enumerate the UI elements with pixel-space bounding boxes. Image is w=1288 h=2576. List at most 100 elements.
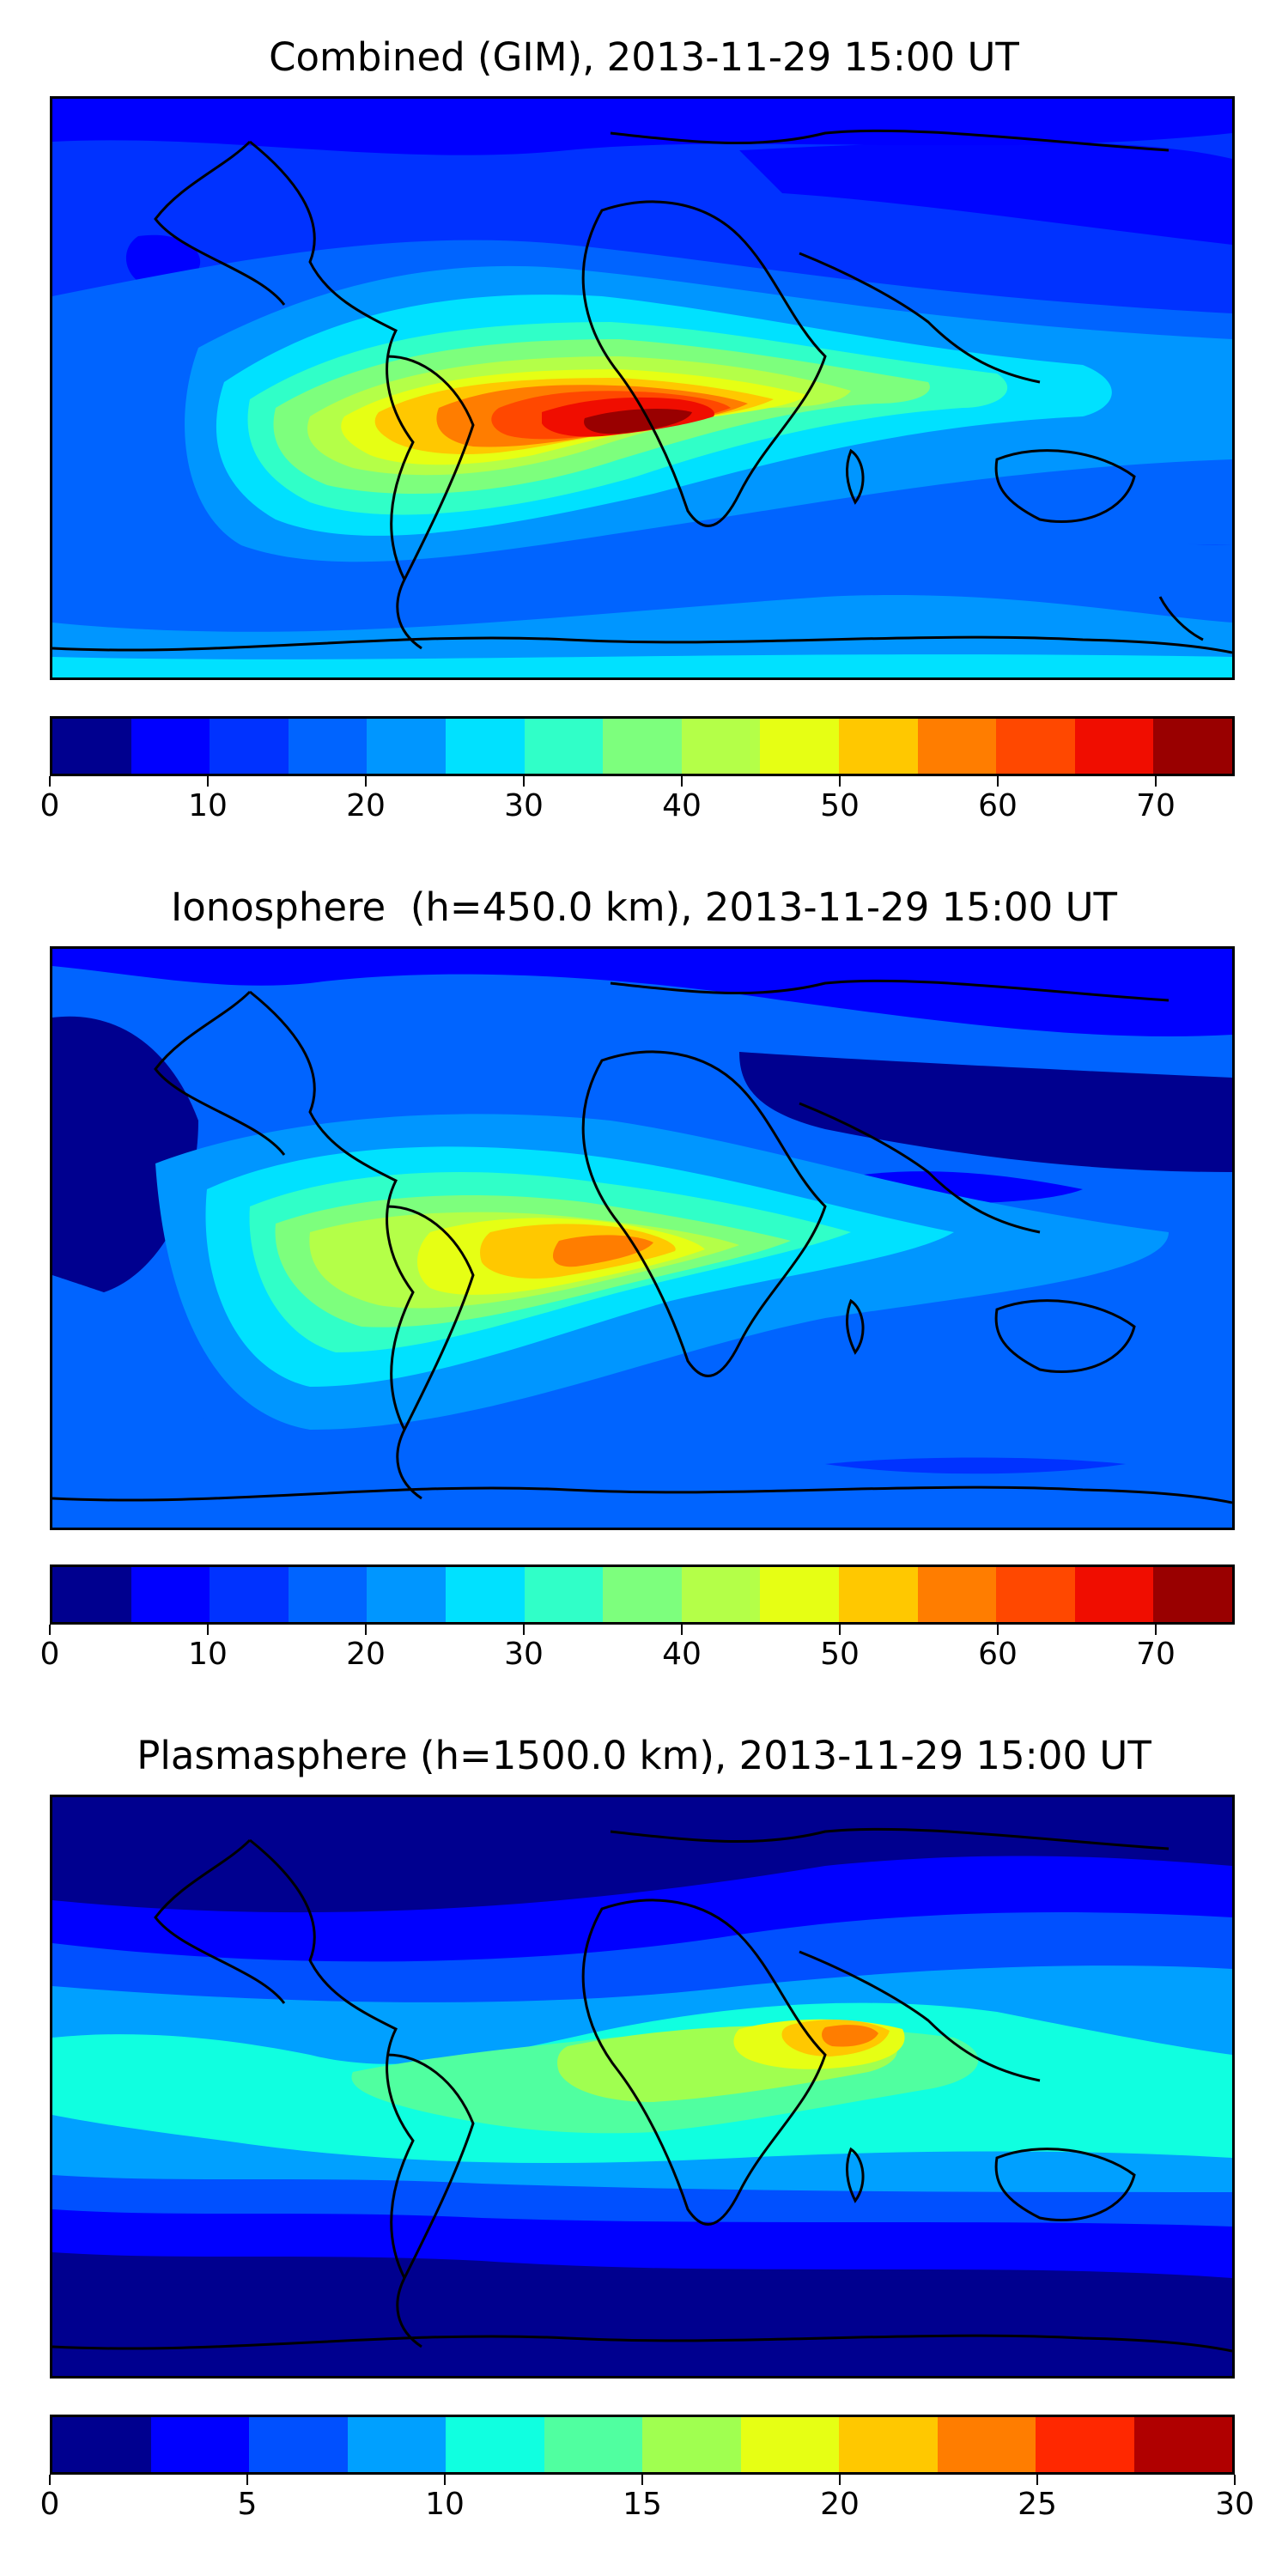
colorbar-tick-label: 0 <box>39 2487 60 2522</box>
colorbar-segment <box>917 719 997 774</box>
colorbar-tick <box>1155 1625 1157 1635</box>
colorbar-tick-label: 50 <box>820 1637 860 1672</box>
colorbar-tick <box>523 1625 525 1635</box>
colorbar-segment <box>681 1567 761 1622</box>
colorbar-tick-label: 30 <box>1215 2487 1255 2522</box>
colorbar-tick-label: 70 <box>1136 788 1176 823</box>
colorbar-segment <box>131 1567 210 1622</box>
colorbar-segment <box>740 2417 839 2472</box>
colorbar-tick-label: 0 <box>39 1637 60 1672</box>
colorbar-tick <box>523 776 525 787</box>
colorbar-tick-label: 50 <box>820 788 860 823</box>
colorbar-segment <box>1074 1567 1154 1622</box>
colorbar-tick <box>49 776 51 787</box>
colorbar-tick-label: 40 <box>662 788 702 823</box>
colorbar-tick <box>681 776 683 787</box>
colorbar <box>50 716 1235 776</box>
colorbar-tick-label: 30 <box>504 788 544 823</box>
colorbar-tick-label: 10 <box>188 1637 228 1672</box>
colorbar-segment <box>760 1567 839 1622</box>
panel-title: Plasmasphere (h=1500.0 km), 2013-11-29 1… <box>137 1733 1151 1778</box>
colorbar-tick-label: 10 <box>425 2487 465 2522</box>
colorbar-tick-label: 0 <box>39 788 60 823</box>
colorbar-tick <box>839 2475 841 2485</box>
colorbar-segment <box>288 1567 368 1622</box>
colorbar-segment <box>544 2417 642 2472</box>
colorbar-segment <box>288 719 368 774</box>
colorbar-segment <box>937 2417 1036 2472</box>
colorbar-segment <box>249 2417 348 2472</box>
colorbar-segment <box>524 719 604 774</box>
colorbar-tick-label: 20 <box>346 1637 386 1672</box>
colorbar-segment <box>681 719 761 774</box>
colorbar-segment <box>838 1567 918 1622</box>
colorbar-segment <box>838 719 918 774</box>
colorbar-tick-label: 60 <box>978 788 1018 823</box>
colorbar-segment <box>1133 2417 1232 2472</box>
colorbar-tick-label: 60 <box>978 1637 1018 1672</box>
colorbar-segment <box>839 2417 938 2472</box>
colorbar-segment <box>996 719 1075 774</box>
colorbar-segment <box>52 2417 151 2472</box>
map-combined-gim <box>50 96 1235 680</box>
colorbar-segment <box>1074 719 1154 774</box>
colorbar-segment <box>996 1567 1075 1622</box>
panel-title: Ionosphere (h=450.0 km), 2013-11-29 15:0… <box>170 884 1118 930</box>
colorbar <box>50 1564 1235 1625</box>
colorbar-segment <box>210 1567 289 1622</box>
colorbar-tick <box>997 1625 999 1635</box>
panel-title: Combined (GIM), 2013-11-29 15:00 UT <box>269 34 1019 80</box>
colorbar-tick <box>1155 776 1157 787</box>
colorbar-tick-label: 10 <box>188 788 228 823</box>
colorbar-tick-label: 40 <box>662 1637 702 1672</box>
colorbar-tick <box>365 776 367 787</box>
colorbar-segment <box>210 719 289 774</box>
colorbar-tick-label: 5 <box>237 2487 258 2522</box>
colorbar-tick <box>365 1625 367 1635</box>
colorbar-tick <box>641 2475 643 2485</box>
colorbar-segment <box>760 719 839 774</box>
colorbar-segment <box>347 2417 446 2472</box>
colorbar-segment <box>1153 719 1232 774</box>
colorbar-tick-label: 30 <box>504 1637 544 1672</box>
colorbar-tick-label: 70 <box>1136 1637 1176 1672</box>
colorbar-segment <box>52 719 131 774</box>
colorbar-tick <box>839 1625 841 1635</box>
colorbar-tick <box>49 2475 51 2485</box>
colorbar-segment <box>446 2417 544 2472</box>
colorbar-tick <box>444 2475 446 2485</box>
colorbar-segment <box>131 719 210 774</box>
map-plasmasphere <box>50 1795 1235 2379</box>
colorbar-tick-label: 20 <box>820 2487 860 2522</box>
colorbar-tick-label: 25 <box>1018 2487 1057 2522</box>
colorbar-tick <box>1234 2475 1236 2485</box>
colorbar-segment <box>367 719 446 774</box>
colorbar-tick <box>207 776 209 787</box>
colorbar-segment <box>603 719 682 774</box>
map-ionosphere <box>50 946 1235 1530</box>
colorbar-segment <box>52 1567 131 1622</box>
coastline-outlines <box>52 129 1232 654</box>
colorbar-segment <box>367 1567 446 1622</box>
coastline-outlines <box>52 979 1232 1504</box>
colorbar-segment <box>445 719 525 774</box>
colorbar-segment <box>603 1567 682 1622</box>
colorbar-segment <box>524 1567 604 1622</box>
colorbar-tick-label: 15 <box>623 2487 662 2522</box>
colorbar-segment <box>1036 2417 1134 2472</box>
colorbar-segment <box>445 1567 525 1622</box>
colorbar-tick <box>246 2475 248 2485</box>
colorbar-segment <box>1153 1567 1232 1622</box>
colorbar-tick <box>681 1625 683 1635</box>
colorbar-tick <box>997 776 999 787</box>
coastline-outlines <box>52 1827 1232 2353</box>
colorbar-segment <box>642 2417 741 2472</box>
colorbar-segment <box>917 1567 997 1622</box>
colorbar-tick <box>207 1625 209 1635</box>
colorbar-tick <box>49 1625 51 1635</box>
colorbar-segment <box>150 2417 249 2472</box>
colorbar-tick <box>839 776 841 787</box>
colorbar-tick <box>1036 2475 1038 2485</box>
colorbar <box>50 2415 1235 2475</box>
colorbar-tick-label: 20 <box>346 788 386 823</box>
